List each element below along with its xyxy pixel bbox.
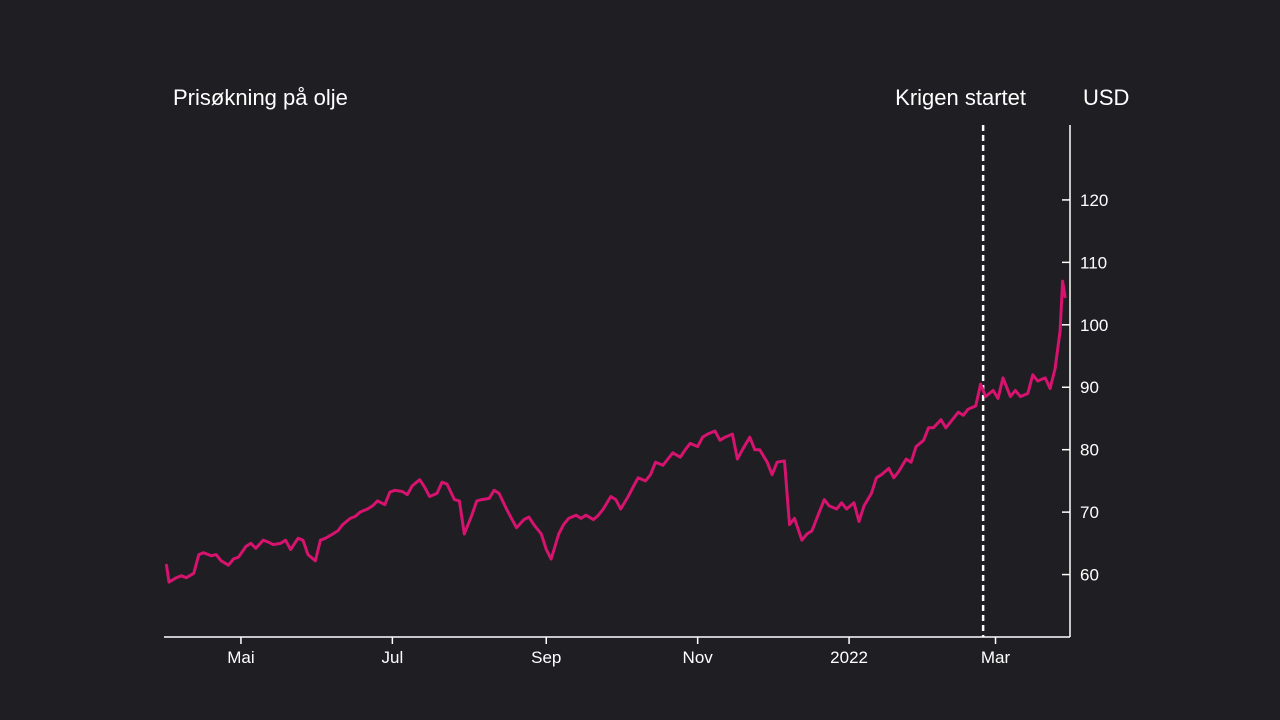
x-axis-ticks: Mai Jul Sep Nov 2022 Mar [227, 637, 1011, 667]
y-tick-label: 110 [1080, 253, 1107, 272]
x-tick-label: Mar [981, 648, 1011, 667]
chart-title: Prisøkning på olje [173, 85, 348, 110]
series-line [165, 279, 1067, 584]
series-group [165, 279, 1067, 584]
x-tick-label: Sep [531, 648, 561, 667]
unit-label: USD [1083, 85, 1129, 110]
y-tick-label: 90 [1080, 378, 1099, 397]
x-tick-label: Nov [683, 648, 714, 667]
y-axis-ticks: 60 70 80 90 100 110 120 [1062, 191, 1108, 585]
x-tick-label: 2022 [830, 648, 868, 667]
x-tick-label: Jul [381, 648, 403, 667]
annotation-label: Krigen startet [895, 85, 1026, 110]
y-tick-label: 70 [1080, 503, 1099, 522]
y-tick-label: 80 [1080, 441, 1099, 460]
y-tick-label: 120 [1080, 191, 1108, 210]
x-tick-label: Mai [227, 648, 254, 667]
y-tick-label: 100 [1080, 316, 1108, 335]
y-tick-label: 60 [1080, 566, 1099, 585]
